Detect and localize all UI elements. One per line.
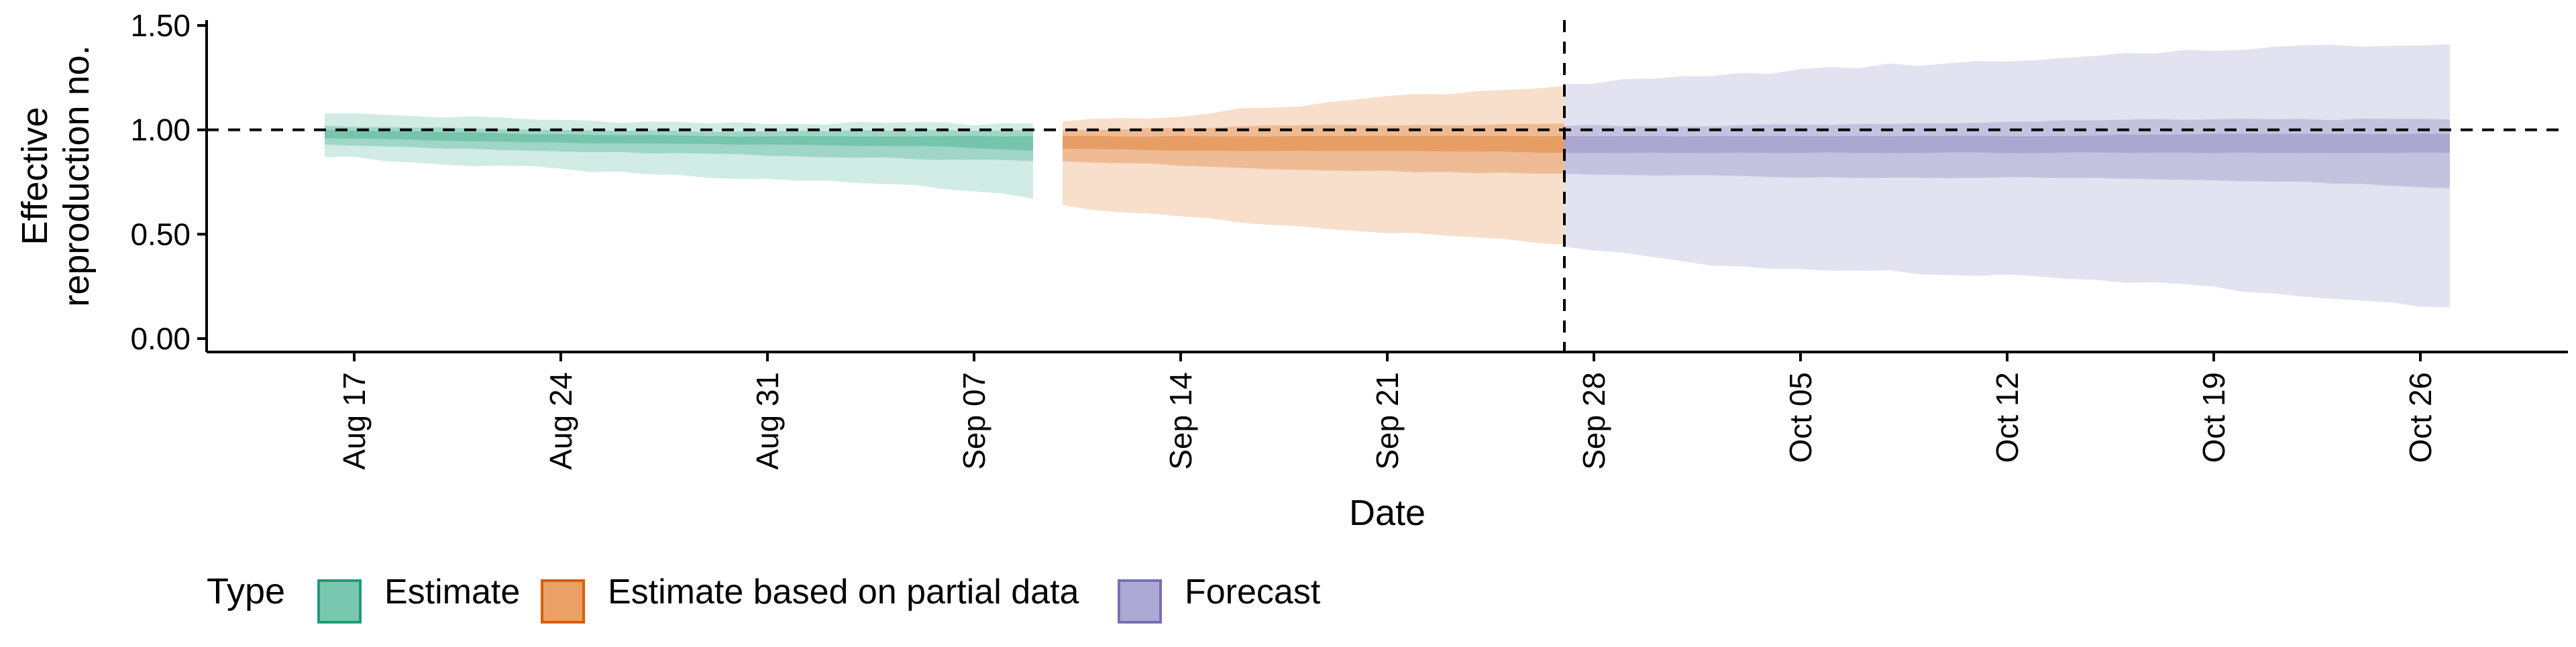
bands-layer [325,44,2450,308]
legend-key-estimate [317,579,362,624]
legend-item-estimate-based-on-partial-data: Estimate based on partial data [541,573,1079,624]
legend-label-estimate-based-on-partial-data: Estimate based on partial data [608,573,1079,611]
legend-item-forecast: Forecast [1118,573,1321,624]
x-tick-label: Sep 28 [1576,372,1611,470]
x-tick-label: Aug 24 [543,372,578,470]
series-estimate [325,113,1033,199]
x-tick-label: Aug 31 [750,372,785,470]
x-tick-label: Oct 26 [2403,372,2438,463]
legend-item-estimate: Estimate [317,573,520,624]
y-tick-label: 1.50 [130,8,191,43]
axes-layer: 0.00 0.50 1.00 1.50 Aug 17 Aug 24 Aug 31 Sep 07… [130,8,2568,470]
series-estimate-based-on-partial-data [1063,86,1564,245]
y-tick-label: 1.00 [130,113,191,148]
x-tick-label: Sep 21 [1370,372,1405,470]
band-20-estimate-based-on-partial-data [1063,135,1564,153]
x-axis-title: Date [1349,493,1426,533]
series-forecast [1564,44,2450,308]
y-axis-title-line: reproduction no. [56,45,97,306]
legend: Type Estimate Estimate based on partial da… [207,571,1321,624]
band-50-forecast [1564,119,2450,188]
reference-lines-layer [207,20,2568,352]
band-90-estimate [325,113,1033,199]
axis-labels-layer: Date Effective reproduction no. [15,45,1426,533]
y-axis-title: Effective reproduction no. [15,45,97,306]
x-tick-label: Oct 19 [2196,372,2231,463]
legend-key-forecast [1118,579,1162,624]
legend-label-forecast: Forecast [1185,573,1321,611]
band-50-estimate-based-on-partial-data [1063,123,1564,174]
band-20-estimate [325,129,1033,151]
band-20-forecast [1564,133,2450,154]
legend-key-estimate-based-on-partial-data [541,579,585,624]
y-axis-title-line: Effective [15,107,55,245]
legend-label-estimate: Estimate [384,573,520,611]
band-50-estimate [325,125,1033,162]
x-tick-label: Sep 14 [1163,372,1198,470]
y-tick-label: 0.00 [130,321,191,356]
x-tick-label: Oct 12 [1990,372,2025,463]
y-tick-label: 0.50 [130,217,191,251]
band-90-estimate-based-on-partial-data [1063,86,1564,245]
x-tick-label: Oct 05 [1783,372,1818,463]
x-tick-label: Aug 17 [337,372,372,470]
legend-title: Type [207,571,285,611]
band-90-forecast [1564,44,2450,308]
x-tick-label: Sep 07 [957,372,991,470]
